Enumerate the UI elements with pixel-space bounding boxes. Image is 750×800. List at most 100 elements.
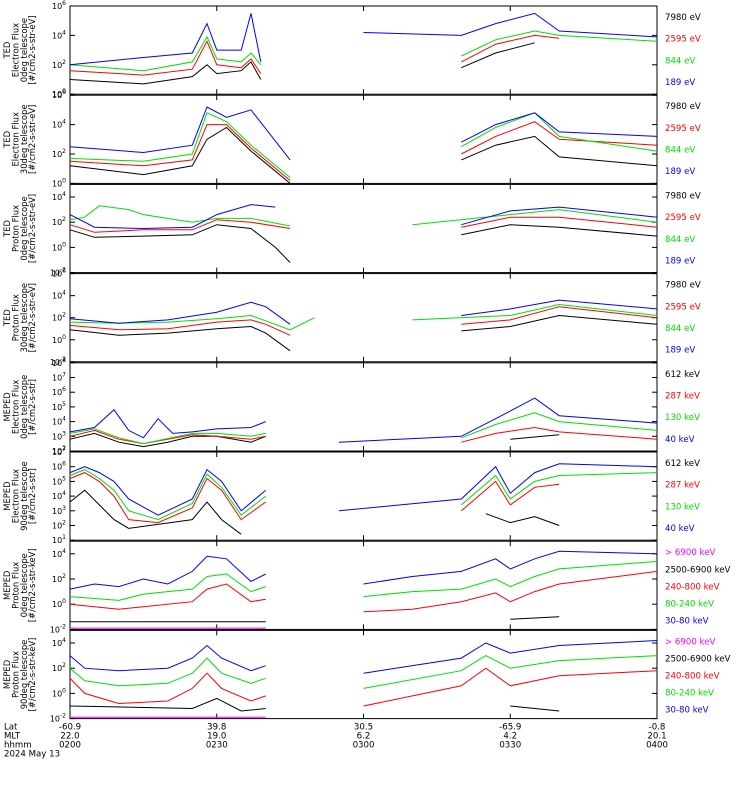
y-tick-label: 107: [52, 372, 66, 383]
y-tick-label: 104: [52, 490, 66, 501]
series-line: [69, 426, 658, 445]
legend-label: 189 eV: [665, 346, 695, 356]
series-line: [69, 30, 658, 72]
plot-frame: [69, 5, 658, 95]
series-line: [69, 42, 535, 85]
legend-label: 7980 eV: [665, 281, 701, 291]
legend-label: 240-800 keV: [665, 672, 720, 682]
series-line: [69, 640, 658, 674]
panel-3: 10-2 100 102 104 TEDProton Flux0deg telescop…: [2, 183, 701, 278]
legend-label: 80-240 keV: [665, 599, 714, 609]
legend-label: 612 keV: [665, 459, 700, 469]
footer-row-label: MLT: [4, 732, 21, 742]
plot-frame: [69, 362, 658, 452]
series-line: [69, 489, 560, 535]
legend-label: > 6900 keV: [665, 548, 715, 558]
series-line: [69, 224, 658, 263]
y-tick-label: 105: [52, 401, 66, 412]
series-line: [69, 697, 560, 712]
footer-value: -0.8: [649, 723, 666, 733]
plot-frame: [69, 451, 658, 541]
plot-frame: [69, 94, 658, 184]
footer-row-label: hhmm: [4, 741, 32, 751]
legend-label: 612 keV: [665, 370, 700, 380]
y-tick-label: 102: [52, 445, 66, 456]
series-line: [69, 397, 658, 443]
y-tick-label: 10-2: [50, 713, 66, 724]
y-tick-label: 106: [52, 0, 66, 11]
series-line: [69, 204, 658, 230]
y-tick-label: 100: [52, 687, 66, 698]
series-line: [69, 299, 658, 325]
y-tick-label: 105: [52, 475, 66, 486]
y-tick-label: 10-2: [50, 267, 66, 278]
y-tick-label: 103: [52, 505, 66, 516]
legend-label: 189 eV: [665, 256, 695, 266]
legend-label: 287 keV: [665, 481, 700, 491]
y-tick-label: 101: [52, 534, 66, 545]
panel-8: 10-2 100 102 104 MEPEDProton Flux90deg teles…: [2, 629, 731, 724]
legend-label: 130 keV: [665, 413, 700, 423]
footer-row-label: Lat: [4, 723, 18, 733]
panel-5: 102 103 104 105 106 107 108 MEPEDElectron Flux0…: [2, 357, 700, 456]
panel-2: 100 102 104 106 TEDElectron Flux30deg telesc…: [2, 89, 701, 188]
footer-value: 0230: [206, 741, 228, 751]
y-axis-label: MEPEDElectron Flux90deg telescope[#/cm2-…: [2, 461, 37, 531]
series-line: [69, 126, 658, 184]
legend-label: > 6900 keV: [665, 637, 715, 647]
y-tick-label: 104: [52, 290, 66, 301]
legend-label: 240-800 keV: [665, 582, 720, 592]
y-tick-label: 102: [52, 573, 66, 584]
panel-7: 10-2 100 102 104 MEPEDProton Flux0deg telesc…: [2, 540, 731, 634]
footer-row-label: 2024 May 13: [4, 750, 60, 760]
footer-value: 0330: [499, 741, 521, 751]
legend-label: 80-240 keV: [665, 689, 714, 699]
series-line: [69, 306, 658, 336]
plot-frame: [69, 273, 658, 363]
panel-6: 101 102 103 104 105 106 107 MEPEDElectron Flux9…: [2, 446, 700, 545]
y-tick-label: 100: [52, 334, 66, 345]
y-axis-label: MEPEDProton Flux0deg telescope[#/cm2-s-s…: [2, 548, 37, 622]
series-line: [69, 216, 658, 233]
y-tick-label: 103: [52, 430, 66, 441]
y-tick-label: 102: [52, 312, 66, 323]
series-line: [69, 463, 658, 516]
legend-label: 844 eV: [665, 146, 695, 156]
series-line: [69, 469, 658, 521]
footer-value: -60.9: [59, 723, 81, 733]
y-axis-label: MEPEDElectron Flux0deg telescope[#/cm2-s…: [2, 375, 37, 439]
footer-value: 4.2: [503, 732, 517, 742]
legend-label: 844 eV: [665, 235, 695, 245]
series-line: [70, 616, 560, 623]
series-line: [69, 112, 658, 178]
series-line: [69, 432, 560, 448]
y-tick-label: 104: [52, 548, 66, 559]
y-tick-label: 104: [52, 416, 66, 427]
legend-label: 2595 eV: [665, 35, 701, 45]
series-line: [69, 667, 658, 707]
legend-label: 2595 eV: [665, 302, 701, 312]
series-line: [69, 34, 560, 76]
panel-4: 10-2 100 102 104 106 TEDProton Flux30deg tele…: [2, 268, 701, 367]
y-axis-label: MEPEDProton Flux90deg telescope[#/cm2-s-…: [2, 638, 37, 712]
y-axis-label: TEDElectron Flux30deg telescope[#/cm2-s-…: [2, 105, 37, 175]
series-line: [69, 314, 658, 352]
y-tick-label: 100: [52, 177, 66, 188]
y-tick-label: 106: [52, 89, 66, 100]
y-tick-label: 100: [52, 598, 66, 609]
legend-label: 189 eV: [665, 167, 695, 177]
legend-label: 844 eV: [665, 324, 695, 334]
y-axis-label: TEDElectron Flux0deg telescope[#/cm2-s-s…: [2, 15, 37, 84]
legend-label: 287 keV: [665, 391, 700, 401]
series-line: [69, 472, 560, 524]
footer-value: 19.0: [207, 732, 226, 742]
y-tick-label: 104: [52, 119, 66, 130]
footer-value: 22.0: [60, 732, 79, 742]
series-line: [69, 106, 658, 161]
legend-label: 189 eV: [665, 78, 695, 88]
series-line: [69, 412, 658, 445]
footer-value: 20.1: [647, 732, 666, 742]
y-tick-label: 104: [52, 637, 66, 648]
series-line: [69, 550, 658, 590]
